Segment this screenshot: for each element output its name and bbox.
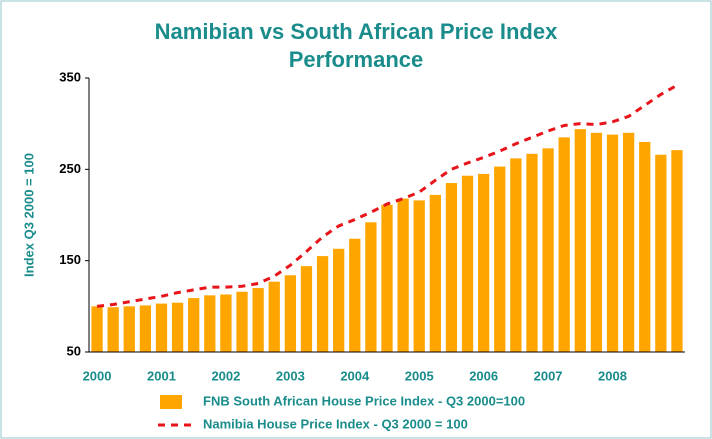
x-tick-label: 2004	[340, 368, 370, 383]
x-tick-label: 2006	[469, 368, 498, 383]
bar	[333, 248, 345, 352]
bar	[397, 198, 409, 352]
bar	[155, 303, 168, 352]
bar	[91, 306, 103, 352]
bar	[188, 298, 200, 352]
bar	[590, 132, 603, 352]
bar	[526, 153, 538, 352]
x-tick-label: 2005	[405, 368, 434, 383]
y-axis-label: Index Q3 2000 = 100	[21, 153, 36, 277]
bar	[236, 291, 248, 352]
legend-label: Namibia House Price Index - Q3 2000 = 10…	[203, 416, 468, 431]
bar	[461, 175, 474, 352]
bar	[220, 294, 232, 352]
y-tick-label: 250	[59, 161, 81, 176]
x-tick-label: 2002	[211, 368, 240, 383]
bar	[413, 200, 425, 352]
chart-title: Namibian vs South African Price Index Pe…	[154, 19, 558, 72]
legend-swatch	[160, 395, 182, 409]
y-tick-label: 350	[59, 69, 81, 84]
bar	[574, 129, 586, 352]
bar	[284, 275, 296, 352]
bar	[252, 288, 264, 352]
bar	[365, 222, 377, 352]
x-tick-label: 2001	[147, 368, 176, 383]
bar	[316, 256, 329, 352]
bar	[622, 132, 635, 352]
bar	[494, 166, 506, 352]
y-tick-label: 150	[59, 252, 81, 267]
bar	[478, 173, 490, 352]
x-tick-label: 2008	[598, 368, 627, 383]
bar	[268, 281, 280, 352]
bar	[655, 154, 667, 352]
x-tick-label: 2007	[534, 368, 563, 383]
bar	[639, 141, 651, 352]
line	[96, 84, 678, 308]
legend-label: FNB South African House Price Index - Q3…	[203, 393, 525, 408]
bar	[139, 305, 152, 352]
bar	[381, 204, 393, 352]
bar	[671, 150, 683, 352]
bar	[349, 238, 361, 352]
bar	[429, 194, 441, 352]
bar	[558, 137, 570, 352]
bar	[204, 295, 216, 352]
bar	[300, 266, 313, 352]
bar	[123, 306, 135, 352]
bar	[510, 158, 522, 352]
bar	[171, 302, 184, 352]
bar	[445, 183, 458, 352]
bar	[542, 148, 554, 352]
y-tick-label: 50	[67, 343, 81, 358]
x-tick-label: 2003	[276, 368, 305, 383]
bar	[107, 307, 119, 352]
x-tick-label: 2000	[83, 368, 112, 383]
bar	[606, 134, 619, 352]
